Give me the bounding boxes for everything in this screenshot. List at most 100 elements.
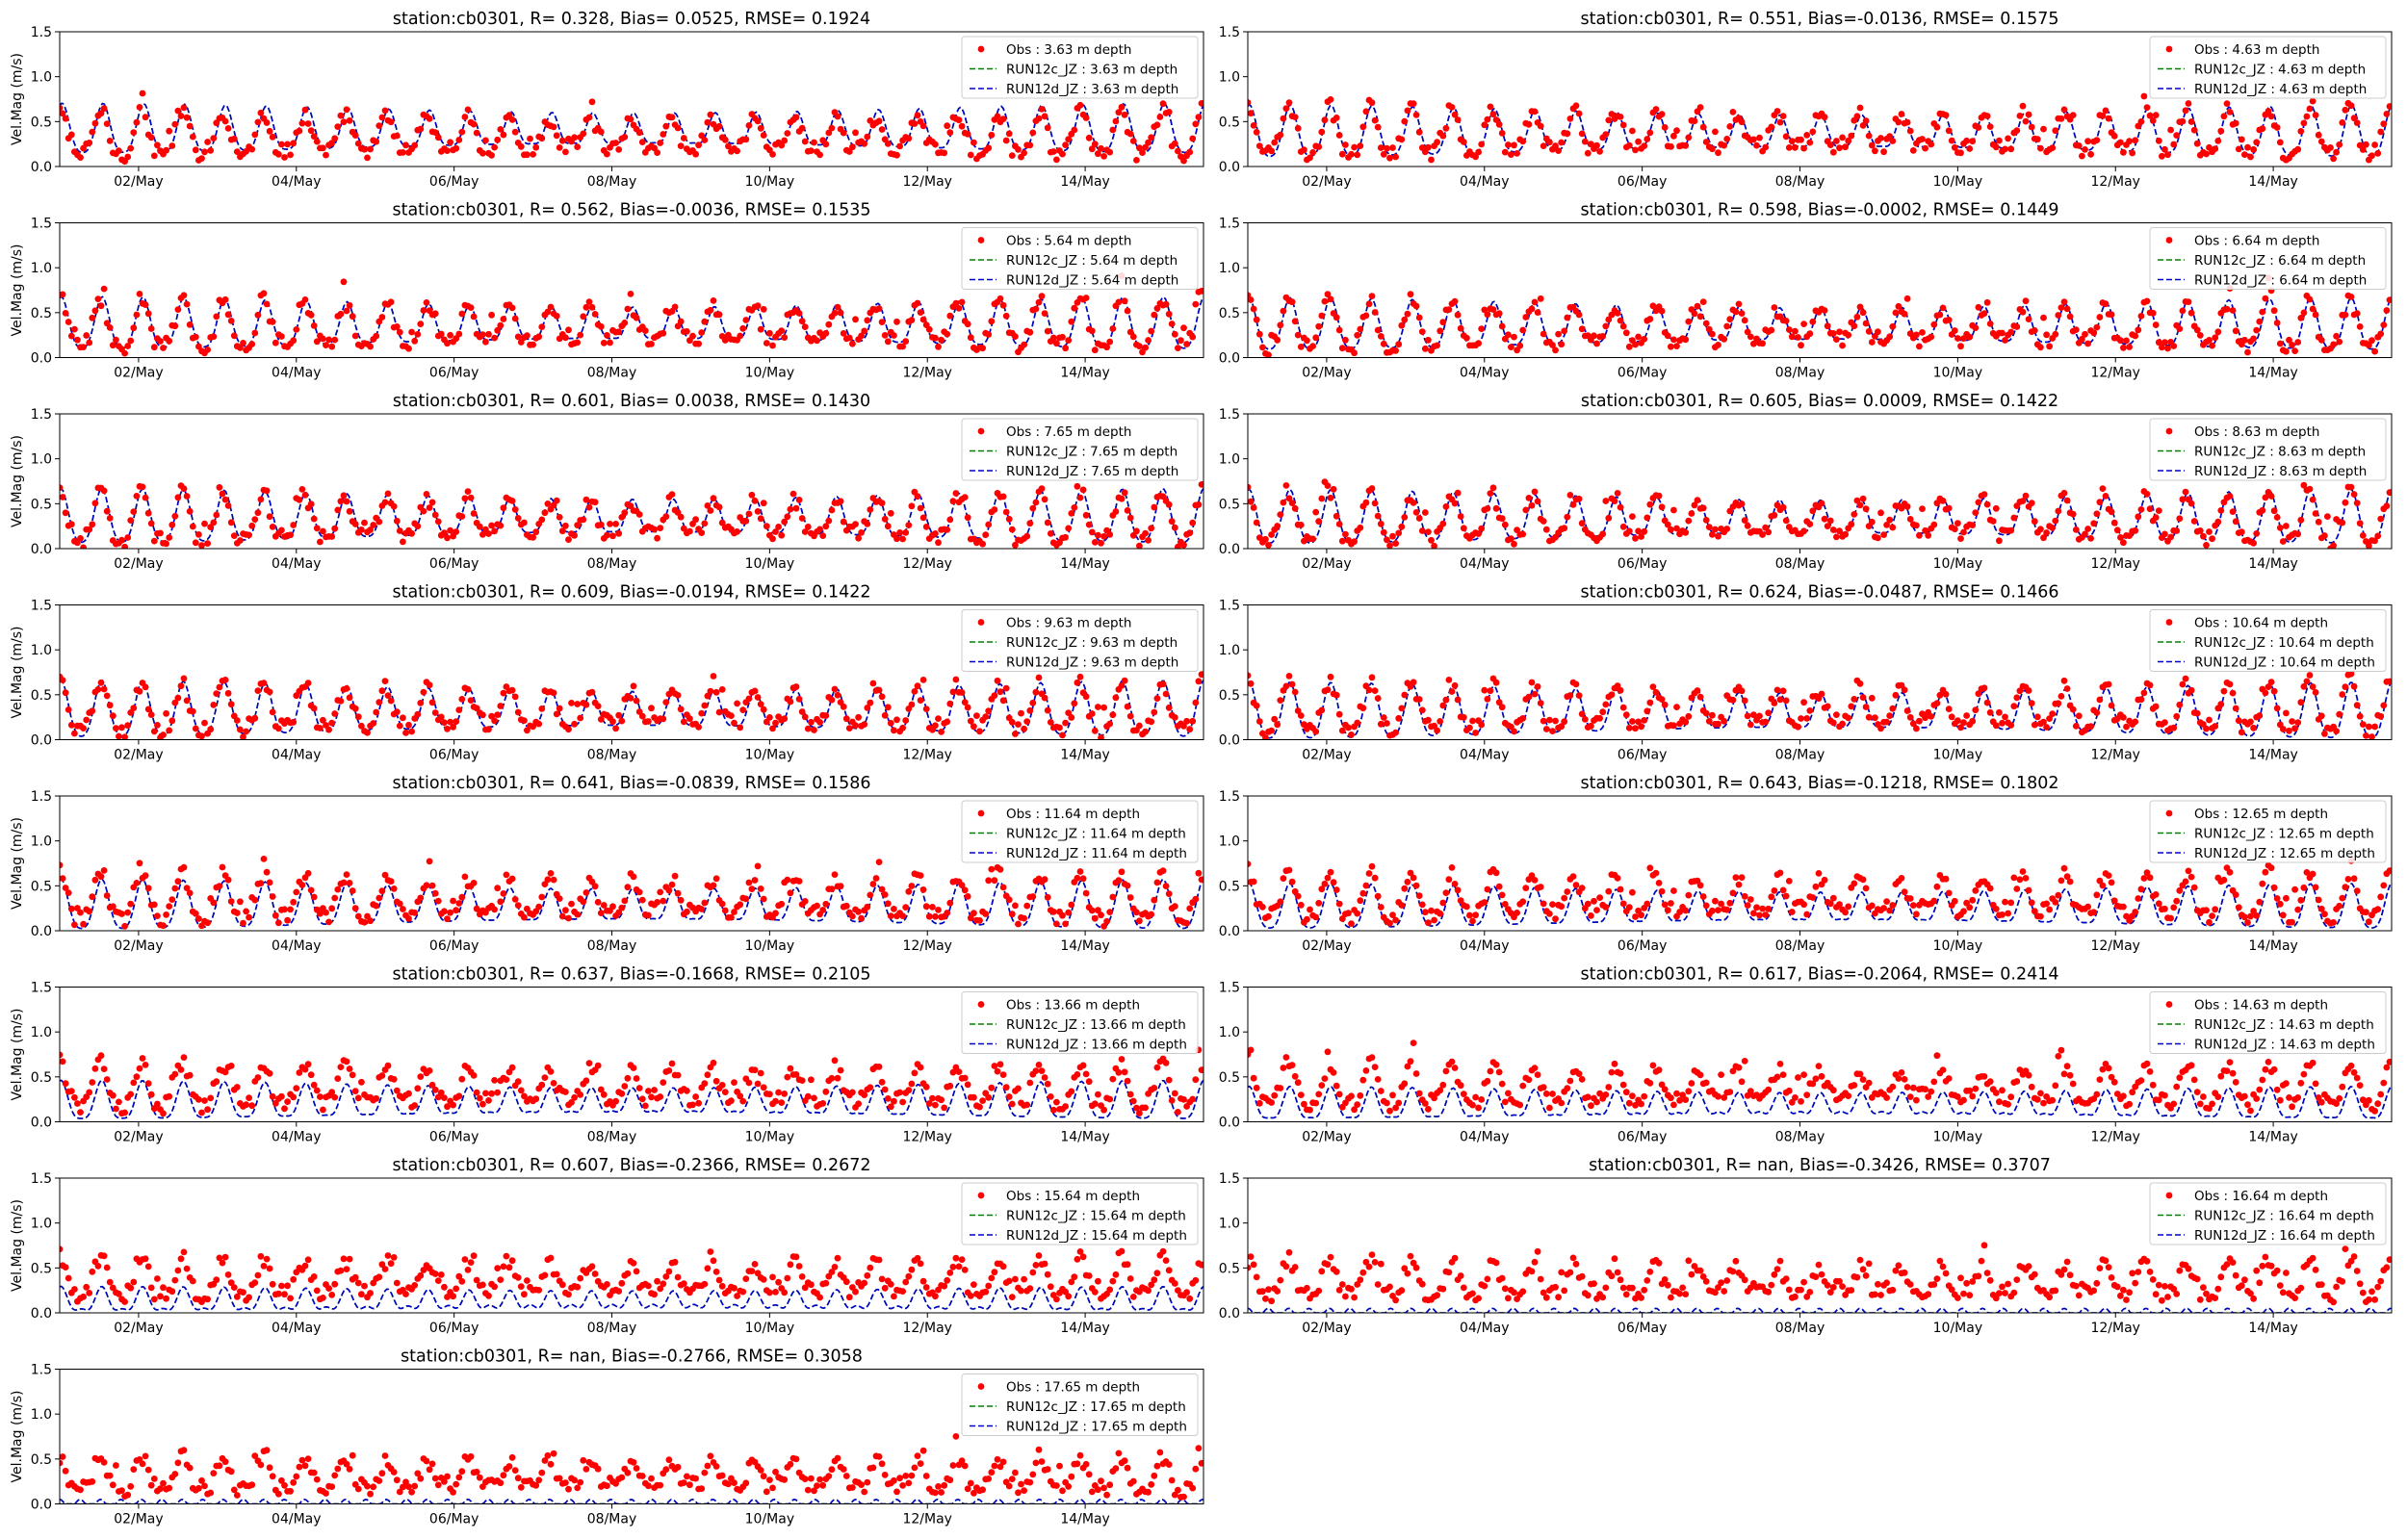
- obs-point: [1605, 1084, 1613, 1091]
- obs-point: [1558, 341, 1566, 348]
- obs-point: [1412, 1070, 1420, 1077]
- obs-point: [1702, 1079, 1710, 1087]
- obs-point: [136, 687, 143, 695]
- obs-point: [1189, 333, 1197, 341]
- legend-label: RUN12d_JZ : 7.65 m depth: [1006, 464, 1178, 479]
- obs-point: [547, 870, 555, 877]
- obs-point: [1578, 325, 1586, 333]
- obs-point: [1922, 526, 1928, 534]
- obs-point: [2069, 706, 2077, 713]
- obs-point: [97, 110, 105, 117]
- obs-point: [784, 513, 791, 521]
- obs-point: [944, 526, 951, 533]
- obs-point: [2190, 518, 2198, 525]
- obs-point: [2306, 485, 2314, 493]
- obs-point: [431, 1086, 439, 1093]
- x-tick-label: 10/May: [745, 174, 794, 190]
- obs-point: [1649, 302, 1657, 310]
- obs-point: [766, 714, 773, 721]
- obs-point: [1906, 516, 1914, 523]
- obs-point: [260, 680, 268, 686]
- obs-point: [378, 1072, 386, 1079]
- obs-point: [351, 521, 359, 527]
- x-tick-label: 02/May: [1302, 938, 1351, 954]
- obs-point: [1782, 318, 1790, 324]
- obs-point: [1699, 298, 1707, 305]
- obs-point: [1371, 1064, 1379, 1070]
- obs-point: [1250, 504, 1257, 511]
- obs-point: [701, 137, 709, 143]
- obs-point: [1800, 321, 1807, 327]
- obs-point: [2013, 323, 2021, 330]
- obs-point: [1919, 136, 1926, 142]
- obs-point: [1798, 342, 1804, 349]
- obs-point: [320, 527, 326, 535]
- obs-point: [721, 907, 729, 914]
- obs-point: [2212, 723, 2219, 730]
- obs-point: [174, 494, 182, 501]
- obs-point: [2232, 119, 2239, 127]
- y-tick-label: 0.0: [31, 351, 52, 367]
- obs-point: [607, 521, 613, 527]
- obs-point: [2262, 494, 2269, 501]
- legend-obs-marker: [977, 809, 985, 817]
- obs-point: [514, 708, 522, 716]
- obs-point: [2286, 727, 2292, 734]
- obs-point: [174, 878, 182, 886]
- obs-point: [1661, 124, 1669, 131]
- obs-point: [2058, 877, 2065, 885]
- obs-point: [597, 910, 605, 916]
- obs-point: [278, 1092, 285, 1100]
- obs-point: [1262, 535, 1269, 543]
- obs-point: [207, 147, 215, 154]
- obs-point: [246, 1094, 252, 1101]
- obs-point: [130, 508, 138, 515]
- legend-label: RUN12c_JZ : 11.64 m depth: [1006, 827, 1186, 842]
- obs-point: [2342, 884, 2349, 891]
- obs-point: [224, 502, 232, 509]
- obs-point: [1071, 504, 1078, 511]
- obs-point: [721, 1089, 729, 1095]
- obs-point: [976, 728, 983, 735]
- obs-point: [420, 688, 427, 696]
- obs-point: [2321, 911, 2328, 918]
- obs-point: [1085, 134, 1093, 141]
- obs-point: [166, 127, 173, 135]
- obs-point: [1195, 678, 1203, 685]
- obs-point: [1718, 1071, 1724, 1078]
- x-tick-label: 06/May: [429, 748, 479, 763]
- obs-point: [2031, 327, 2038, 334]
- obs-point: [1151, 503, 1158, 511]
- obs-point: [1133, 157, 1140, 164]
- obs-point: [1294, 892, 1302, 900]
- obs-point: [1312, 508, 1320, 516]
- obs-point: [1268, 147, 1275, 155]
- obs-point: [384, 490, 392, 498]
- obs-point: [441, 908, 448, 915]
- obs-point: [121, 1109, 128, 1116]
- obs-point: [1475, 530, 1482, 537]
- obs-point: [1611, 498, 1618, 504]
- obs-point: [2164, 345, 2171, 352]
- obs-point: [1901, 1076, 1908, 1083]
- obs-point: [2084, 526, 2092, 532]
- obs-point: [2037, 912, 2044, 920]
- obs-point: [908, 883, 916, 889]
- obs-point: [971, 910, 977, 917]
- obs-point: [2164, 151, 2171, 159]
- obs-point: [1933, 123, 1941, 131]
- obs-point: [1047, 1093, 1054, 1100]
- obs-point: [585, 298, 593, 305]
- obs-point: [1498, 130, 1506, 137]
- legend-label: Obs : 10.64 m depth: [2194, 616, 2328, 631]
- obs-point: [269, 1092, 276, 1100]
- obs-point: [1809, 128, 1817, 136]
- obs-point: [855, 908, 862, 915]
- obs-point: [881, 515, 889, 523]
- obs-point: [2167, 126, 2175, 134]
- obs-point: [1091, 727, 1099, 734]
- obs-point: [1972, 1085, 1980, 1092]
- obs-point: [742, 136, 750, 143]
- obs-point: [216, 484, 223, 491]
- obs-point: [674, 322, 682, 330]
